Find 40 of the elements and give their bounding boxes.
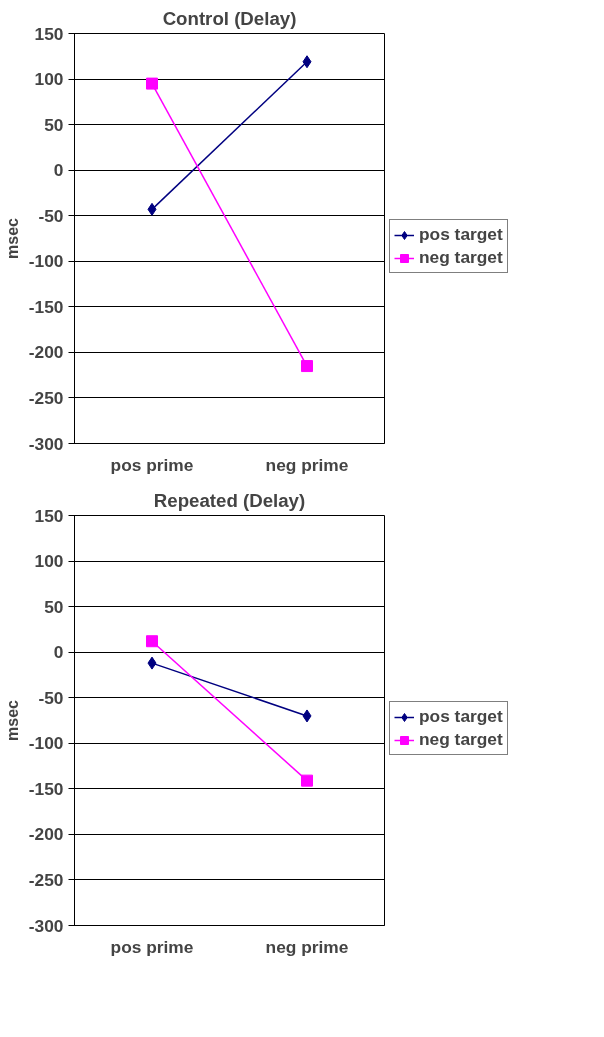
y-tick-label: 100 <box>34 551 64 572</box>
legend-label: pos target <box>419 224 503 245</box>
y-tick-label: -250 <box>28 869 64 890</box>
point <box>302 55 312 69</box>
y-tick-label: -50 <box>38 205 64 226</box>
chart-title: Repeated (Delay) <box>153 489 306 511</box>
y-tick-label: -300 <box>28 915 64 936</box>
y-tick-label: 150 <box>34 23 64 44</box>
y-tick-label: -300 <box>28 433 64 454</box>
y-tick-label: -50 <box>38 687 64 708</box>
chart-title: Control (Delay) <box>162 7 297 29</box>
legend-label: neg target <box>419 729 503 750</box>
y-tick-label: 0 <box>53 642 64 663</box>
y-tick-label: 50 <box>44 114 64 135</box>
y-tick-label: 150 <box>34 505 64 526</box>
point <box>301 360 313 373</box>
point <box>147 202 157 216</box>
legend-label: neg target <box>419 247 503 268</box>
y-tick-label: -100 <box>28 733 64 754</box>
legend-label: pos target <box>419 706 503 727</box>
x-tick-label: neg prime <box>265 454 349 475</box>
y-tick-label: -250 <box>28 387 64 408</box>
x-tick-label: pos prime <box>110 936 194 957</box>
y-axis-title: msec <box>3 217 21 259</box>
point <box>147 656 157 670</box>
y-tick-label: 100 <box>34 69 64 90</box>
y-tick-label: -200 <box>28 824 64 845</box>
y-tick-label: -150 <box>28 778 64 799</box>
y-tick-label: 50 <box>44 596 64 617</box>
x-tick-label: neg prime <box>265 936 349 957</box>
y-tick-label: -150 <box>28 296 64 317</box>
point <box>146 635 158 648</box>
point <box>146 77 158 90</box>
y-tick-label: -200 <box>28 342 64 363</box>
point <box>302 709 312 723</box>
y-axis-title: msec <box>3 699 21 741</box>
point <box>301 774 313 787</box>
x-tick-label: pos prime <box>110 454 194 475</box>
y-tick-label: -100 <box>28 251 64 272</box>
y-tick-label: 0 <box>53 160 64 181</box>
